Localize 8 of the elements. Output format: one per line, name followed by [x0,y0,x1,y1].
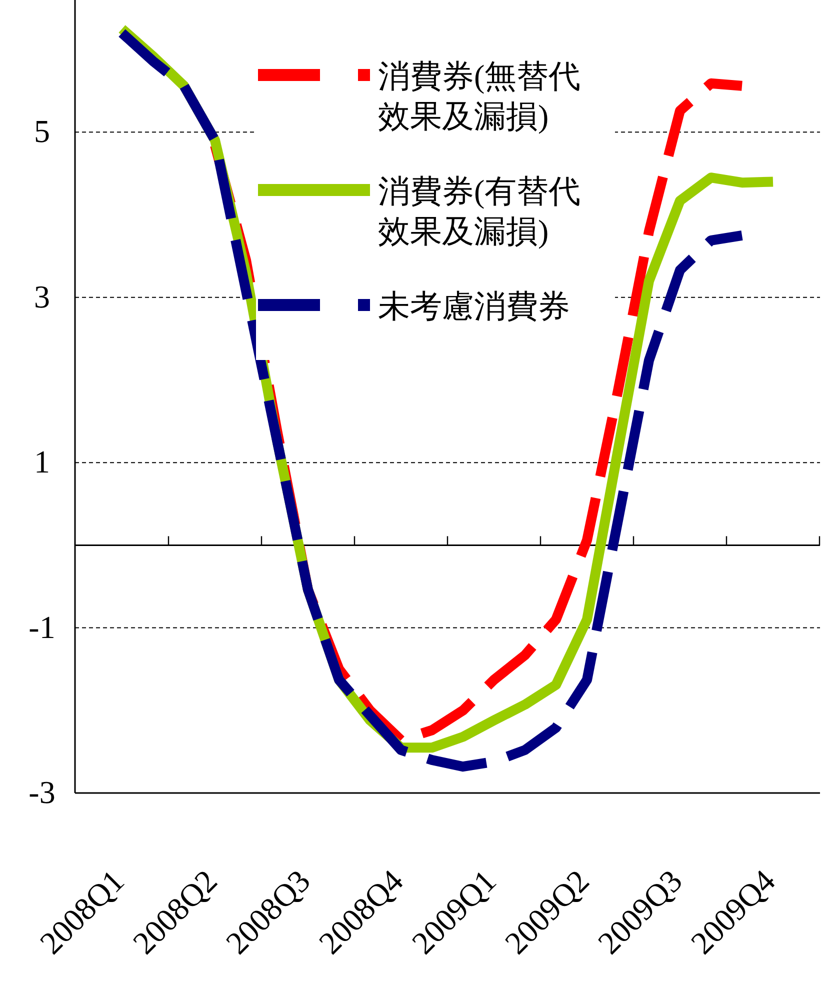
y-tick-label: 5 [34,113,50,150]
y-tick-label: -1 [28,608,56,645]
legend-label: 未考慮消費券 [378,288,570,324]
y-tick-label: 3 [34,278,50,314]
y-tick-label: 1 [34,444,50,480]
legend-label: 消費券(有替代效果及漏損) [378,173,581,249]
legend-label: 消費券(無替代效果及漏損) [378,58,581,134]
y-tick-label: -3 [28,774,56,810]
